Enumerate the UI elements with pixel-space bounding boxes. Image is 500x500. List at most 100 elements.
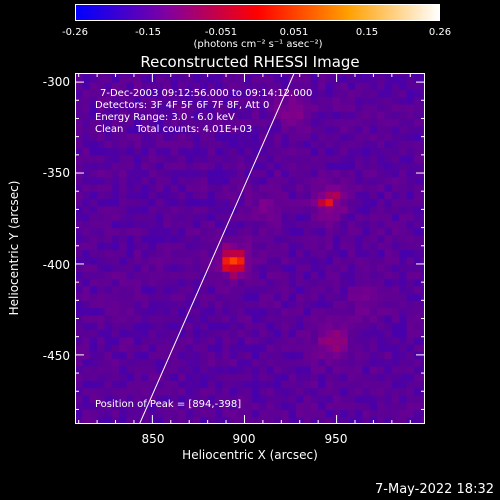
heatmap-cell bbox=[192, 234, 201, 243]
heatmap-cell bbox=[215, 111, 223, 120]
heatmap-cell bbox=[325, 169, 334, 178]
heatmap-cell bbox=[325, 271, 334, 280]
heatmap-cell bbox=[266, 242, 275, 250]
heatmap-cell bbox=[391, 147, 400, 156]
heatmap-cell bbox=[384, 307, 393, 316]
heatmap-cell bbox=[384, 402, 393, 411]
heatmap-cell bbox=[413, 154, 422, 163]
heatmap-cell bbox=[259, 365, 268, 374]
heatmap-cell bbox=[421, 358, 425, 367]
heatmap-cell bbox=[266, 373, 275, 381]
heatmap-cell bbox=[207, 314, 216, 323]
heatmap-cell bbox=[97, 387, 106, 396]
heatmap-cell bbox=[133, 220, 142, 229]
heatmap-cell bbox=[215, 271, 223, 280]
heatmap-cell bbox=[413, 205, 422, 214]
heatmap-cell bbox=[222, 227, 231, 236]
heatmap-cell bbox=[237, 140, 246, 149]
heatmap-cell bbox=[207, 147, 216, 156]
heatmap-cell bbox=[244, 133, 253, 141]
heatmap-cell bbox=[237, 103, 246, 112]
heatmap-cell bbox=[163, 394, 172, 403]
heatmap-cell bbox=[413, 380, 422, 389]
heatmap-cell bbox=[288, 322, 297, 331]
heatmap-cell bbox=[355, 74, 363, 83]
y-tick-label: -350 bbox=[42, 166, 70, 180]
heatmap-cell bbox=[119, 89, 128, 98]
heatmap-cell bbox=[97, 351, 106, 360]
heatmap-cell bbox=[126, 394, 135, 403]
heatmap-cell bbox=[391, 314, 400, 323]
heatmap-cell bbox=[237, 351, 246, 360]
heatmap-cell bbox=[259, 133, 268, 141]
heatmap-cell bbox=[362, 176, 371, 185]
heatmap-cell bbox=[75, 300, 83, 309]
colorbar-tick-label: -0.051 bbox=[204, 27, 238, 38]
heatmap-cell bbox=[318, 133, 327, 141]
heatmap-cell bbox=[229, 263, 238, 272]
heatmap-cell bbox=[229, 242, 238, 250]
heatmap-cell bbox=[391, 169, 400, 178]
heatmap-cell bbox=[111, 140, 120, 149]
heatmap-cell bbox=[185, 198, 194, 207]
heatmap-cell bbox=[296, 89, 305, 98]
heatmap-cell bbox=[126, 227, 135, 236]
heatmap-cell bbox=[89, 82, 98, 90]
heatmap-cell bbox=[399, 365, 408, 374]
heatmap-cell bbox=[421, 329, 425, 338]
heatmap-cell bbox=[251, 314, 260, 323]
heatmap-cell bbox=[237, 343, 246, 352]
heatmap-cell bbox=[163, 358, 172, 367]
heatmap-cell bbox=[391, 409, 400, 418]
heatmap-cell bbox=[355, 402, 363, 411]
heatmap-cell bbox=[163, 409, 172, 418]
heatmap-cell bbox=[244, 387, 253, 396]
heatmap-cell bbox=[215, 234, 223, 243]
heatmap-cell bbox=[340, 89, 349, 98]
heatmap-cell bbox=[156, 74, 165, 83]
heatmap-cell bbox=[399, 198, 408, 207]
heatmap-cell bbox=[281, 278, 290, 287]
heatmap-cell bbox=[318, 74, 327, 83]
heatmap-cell bbox=[207, 351, 216, 360]
heatmap-cell bbox=[259, 314, 268, 323]
heatmap-cell bbox=[75, 176, 83, 185]
heatmap-cell bbox=[82, 343, 91, 352]
heatmap-cell bbox=[126, 133, 135, 141]
heatmap-cell bbox=[126, 125, 135, 134]
heatmap-cell bbox=[332, 387, 341, 396]
heatmap-cell bbox=[266, 73, 275, 76]
heatmap-cell bbox=[259, 176, 268, 185]
heatmap-cell bbox=[178, 409, 187, 418]
heatmap-cell bbox=[259, 183, 268, 192]
heatmap-cell bbox=[340, 82, 349, 90]
heatmap-cell bbox=[406, 394, 415, 403]
heatmap-cell bbox=[340, 336, 349, 345]
heatmap-cell bbox=[97, 343, 106, 352]
heatmap-cell bbox=[244, 380, 253, 389]
heatmap-cell bbox=[200, 249, 209, 258]
heatmap-cell bbox=[215, 365, 223, 374]
heatmap-cell bbox=[200, 242, 209, 250]
heatmap-cell bbox=[325, 278, 334, 287]
heatmap-cell bbox=[303, 73, 312, 76]
heatmap-cell bbox=[156, 336, 165, 345]
heatmap-cell bbox=[362, 227, 371, 236]
heatmap-cell bbox=[413, 125, 422, 134]
heatmap-cell bbox=[406, 293, 415, 301]
heatmap-cell bbox=[229, 358, 238, 367]
heatmap-cell bbox=[229, 162, 238, 170]
heatmap-cell bbox=[156, 103, 165, 112]
heatmap-cell bbox=[318, 394, 327, 403]
heatmap-cell bbox=[163, 82, 172, 90]
heatmap-cell bbox=[288, 263, 297, 272]
heatmap-cell bbox=[237, 387, 246, 396]
heatmap-cell bbox=[413, 111, 422, 120]
heatmap-cell bbox=[273, 263, 282, 272]
heatmap-cell bbox=[133, 343, 142, 352]
heatmap-cell bbox=[310, 322, 319, 331]
heatmap-cell bbox=[296, 227, 305, 236]
heatmap-cell bbox=[340, 74, 349, 83]
heatmap-cell bbox=[332, 162, 341, 170]
heatmap-cell bbox=[266, 278, 275, 287]
